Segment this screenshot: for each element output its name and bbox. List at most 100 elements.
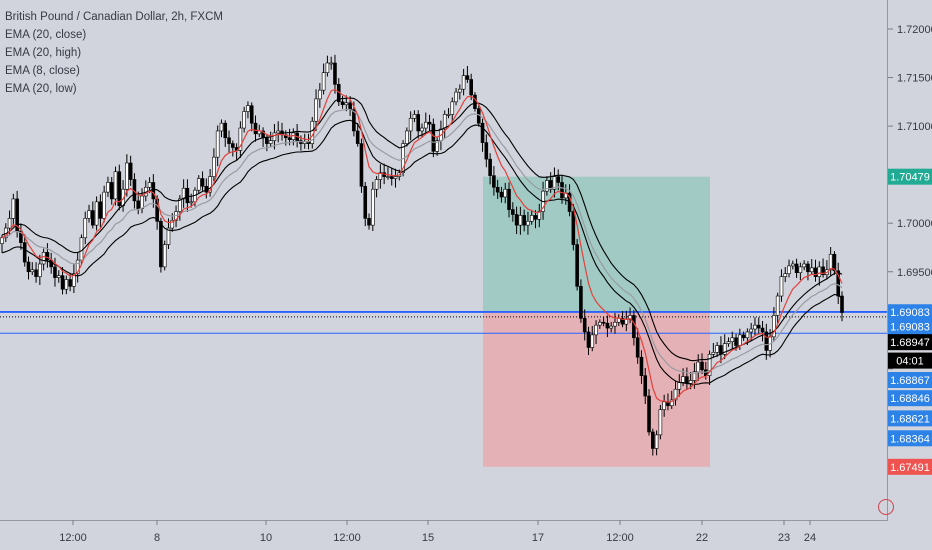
candle-body[interactable] (185, 187, 190, 204)
price-tag[interactable] (888, 372, 932, 389)
candle-body[interactable] (348, 102, 352, 110)
candle-body[interactable] (711, 352, 716, 355)
candle-body[interactable] (231, 143, 235, 148)
candle-body[interactable] (450, 101, 455, 115)
candle-body[interactable] (340, 101, 345, 106)
candle-body[interactable] (41, 252, 46, 265)
candle-body[interactable] (321, 72, 326, 91)
candle-body[interactable] (692, 371, 697, 381)
candle-body[interactable] (772, 315, 776, 338)
candle-body[interactable] (329, 62, 333, 65)
candle-body[interactable] (427, 121, 432, 125)
candle-body[interactable] (147, 182, 152, 188)
candle-body[interactable] (696, 361, 701, 373)
candle-body[interactable] (242, 111, 246, 129)
candle-body[interactable] (442, 114, 447, 130)
candle-body[interactable] (56, 275, 61, 278)
candle-body[interactable] (355, 130, 360, 144)
candle-body[interactable] (726, 341, 731, 344)
candle-body[interactable] (446, 114, 451, 116)
candle-body[interactable] (809, 267, 814, 273)
candle-body[interactable] (480, 122, 485, 143)
candle-body[interactable] (106, 182, 110, 193)
candle-body[interactable] (117, 171, 122, 207)
candle-body[interactable] (178, 198, 182, 212)
candle-body[interactable] (745, 331, 750, 339)
candle-body[interactable] (72, 273, 76, 287)
candle-body[interactable] (507, 188, 511, 210)
candle-body[interactable] (594, 324, 598, 336)
price-tag[interactable] (888, 334, 932, 351)
candle-body[interactable] (215, 130, 220, 158)
candle-body[interactable] (715, 345, 719, 353)
candle-body[interactable] (548, 180, 553, 190)
candle-body[interactable] (91, 210, 95, 226)
candle-body[interactable] (821, 266, 825, 275)
candle-body[interactable] (423, 121, 428, 129)
candle-body[interactable] (212, 156, 216, 177)
candle-body[interactable] (367, 218, 371, 226)
candle-body[interactable] (412, 114, 417, 119)
candle-body[interactable] (102, 191, 106, 219)
candle-body[interactable] (473, 94, 477, 109)
candle-body[interactable] (791, 263, 795, 267)
candle-body[interactable] (98, 201, 103, 219)
candle-body[interactable] (94, 201, 99, 226)
candle-body[interactable] (779, 276, 784, 297)
candle-body[interactable] (700, 361, 704, 371)
candle-body[interactable] (639, 356, 644, 376)
candle-body[interactable] (83, 218, 88, 239)
candle-body[interactable] (813, 267, 818, 277)
scale-mode-icon[interactable] (878, 499, 894, 515)
price-tag[interactable] (888, 410, 932, 427)
price-tag[interactable] (888, 318, 932, 335)
candle-body[interactable] (533, 215, 538, 220)
candle-body[interactable] (0, 237, 4, 244)
candle-body[interactable] (662, 401, 666, 410)
candle-body[interactable] (87, 210, 91, 219)
candle-body[interactable] (420, 127, 424, 132)
candle-body[interactable] (707, 353, 712, 376)
candle-body[interactable] (722, 343, 727, 355)
candle-body[interactable] (775, 295, 780, 316)
candle-body[interactable] (669, 399, 674, 407)
legend-ema20-close[interactable]: EMA (20, close) (5, 29, 87, 41)
candle-body[interactable] (75, 259, 80, 274)
candle-body[interactable] (556, 176, 561, 183)
candle-body[interactable] (632, 315, 636, 339)
price-tag[interactable] (888, 458, 932, 475)
candle-body[interactable] (749, 328, 753, 333)
candle-body[interactable] (461, 75, 466, 90)
candle-body[interactable] (393, 176, 398, 179)
candle-body[interactable] (458, 88, 462, 93)
candle-body[interactable] (34, 269, 38, 277)
price-tag[interactable] (888, 352, 932, 369)
candle-body[interactable] (253, 122, 258, 135)
candle-body[interactable] (609, 325, 613, 329)
candle-body[interactable] (136, 200, 141, 209)
candle-body[interactable] (45, 252, 50, 261)
candle-body[interactable] (492, 175, 496, 188)
candle-body[interactable] (265, 137, 269, 144)
candle-body[interactable] (333, 62, 337, 85)
candle-body[interactable] (514, 214, 519, 226)
candle-body[interactable] (162, 244, 167, 268)
candle-body[interactable] (208, 176, 212, 193)
candle-body[interactable] (586, 331, 591, 348)
candle-body[interactable] (30, 269, 35, 273)
candle-body[interactable] (495, 186, 500, 193)
candle-body[interactable] (7, 218, 12, 229)
candle-body[interactable] (151, 182, 156, 200)
candle-body[interactable] (753, 324, 757, 330)
candle-body[interactable] (582, 318, 587, 333)
candle-body[interactable] (832, 253, 837, 272)
candle-body[interactable] (677, 382, 682, 390)
candle-body[interactable] (526, 220, 530, 226)
candle-body[interactable] (416, 114, 421, 132)
candle-body[interactable] (817, 266, 822, 277)
candle-body[interactable] (688, 380, 693, 384)
candle-body[interactable] (511, 209, 515, 215)
candle-body[interactable] (741, 334, 746, 339)
candle-body[interactable] (68, 279, 72, 287)
candle-body[interactable] (802, 263, 806, 268)
